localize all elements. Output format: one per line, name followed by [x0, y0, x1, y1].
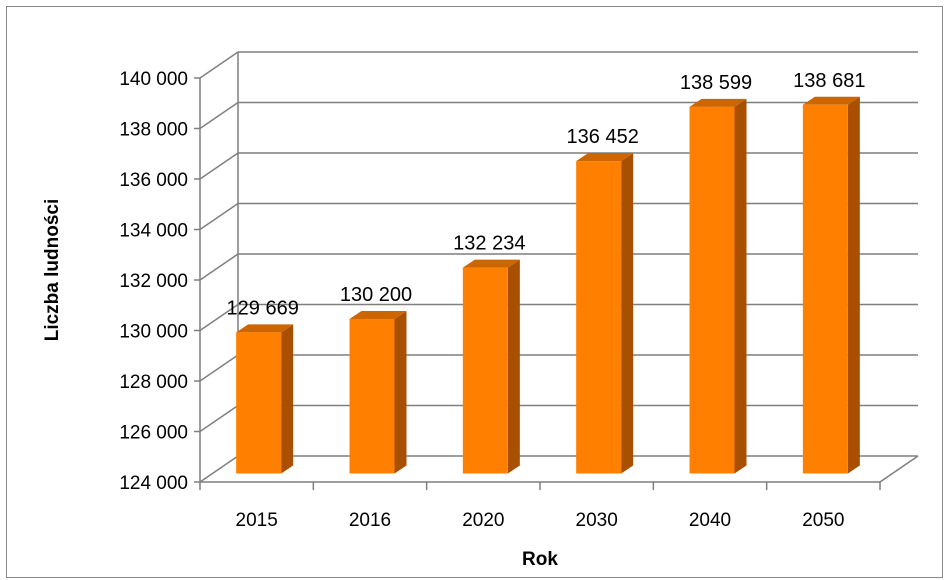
- data-label: 138 681: [793, 70, 865, 92]
- bar: [576, 153, 634, 474]
- bar: [349, 310, 407, 474]
- y-tick-label: 128 000: [119, 372, 188, 393]
- bar: [802, 96, 860, 474]
- bar-front: [576, 161, 622, 474]
- bar-top: [236, 324, 294, 333]
- data-label: 132 234: [453, 233, 525, 255]
- data-label: 136 452: [567, 126, 639, 148]
- x-tick-label: 2050: [802, 510, 844, 531]
- x-axis-title: Rok: [522, 549, 558, 570]
- bar-front: [349, 318, 395, 474]
- gridline-side: [199, 253, 239, 281]
- bar-side: [734, 98, 747, 474]
- bar: [689, 98, 747, 474]
- data-label: 130 200: [340, 284, 412, 306]
- gridline-side: [199, 354, 239, 382]
- gridline-side: [199, 152, 239, 180]
- bar-side: [281, 324, 294, 474]
- bars: [236, 96, 860, 474]
- data-labels: 129 669 130 200 132 234 136 452 138 599 138 6…: [227, 70, 866, 320]
- x-tick-label: 2016: [349, 510, 391, 531]
- x-tick-label: 2030: [576, 510, 618, 531]
- y-tick-label: 136 000: [119, 170, 188, 191]
- bar-top: [349, 310, 407, 319]
- y-tick-label: 130 000: [119, 322, 188, 343]
- y-tick-label: 126 000: [119, 423, 188, 444]
- bar-top: [576, 153, 634, 162]
- x-tick-label: 2015: [236, 510, 278, 531]
- x-axis-ticks: 2015 2016 2020 2030 2040 2050: [199, 482, 881, 531]
- y-tick-label: 134 000: [119, 221, 188, 242]
- y-tick-label: 124 000: [119, 473, 188, 494]
- x-tick-label: 2020: [462, 510, 504, 531]
- floor-right-edge: [879, 455, 919, 483]
- bar: [462, 259, 520, 474]
- gridline-side: [199, 51, 239, 79]
- bar-front: [802, 104, 848, 474]
- bar-front: [689, 106, 735, 474]
- data-label: 129 669: [227, 297, 299, 319]
- gridline-side: [199, 455, 239, 483]
- bar-top: [802, 96, 860, 105]
- gridline-side: [199, 303, 239, 332]
- bar-top: [689, 98, 747, 107]
- gridline-side: [199, 404, 239, 433]
- y-axis-title: Liczba ludności: [42, 199, 63, 342]
- bar-top: [462, 259, 520, 268]
- bar-side: [507, 259, 520, 474]
- bar-front: [462, 267, 508, 474]
- bar-side: [394, 310, 407, 474]
- data-label: 138 599: [680, 72, 752, 94]
- x-tick-label: 2040: [689, 510, 731, 531]
- gridline-side: [199, 202, 239, 231]
- y-tick-label: 132 000: [119, 271, 188, 292]
- bar-side: [621, 153, 634, 474]
- bar-side: [847, 96, 860, 474]
- bar-front: [236, 332, 282, 474]
- bar: [236, 324, 294, 474]
- y-tick-label: 138 000: [119, 120, 188, 141]
- y-tick-label: 140 000: [119, 69, 188, 90]
- gridline-side: [199, 101, 239, 130]
- y-axis-ticks: 124 000 126 000 128 000 130 000 132 000 134 0…: [119, 69, 200, 494]
